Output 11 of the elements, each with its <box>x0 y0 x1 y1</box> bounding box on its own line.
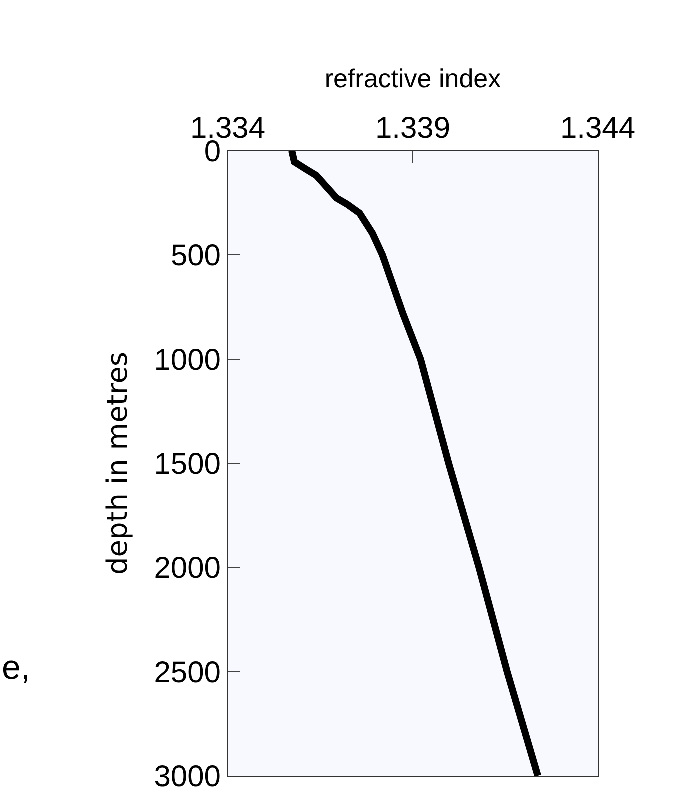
text: e, <box>2 649 30 687</box>
y-tick-label: 2000 <box>154 552 221 586</box>
y-tick-label: 3000 <box>154 760 221 794</box>
y-tick-label: 1000 <box>154 344 221 377</box>
x-axis-title: refractive index <box>324 63 502 94</box>
y-tick-label: 1500 <box>154 448 221 481</box>
x-tick-label: 1.339 <box>375 112 451 145</box>
y-tick-label: 500 <box>170 240 221 273</box>
x-tick-label: 1.344 <box>560 112 636 145</box>
y-axis-title: depth in metres <box>100 352 134 576</box>
y-tick-label: 2500 <box>154 656 221 690</box>
